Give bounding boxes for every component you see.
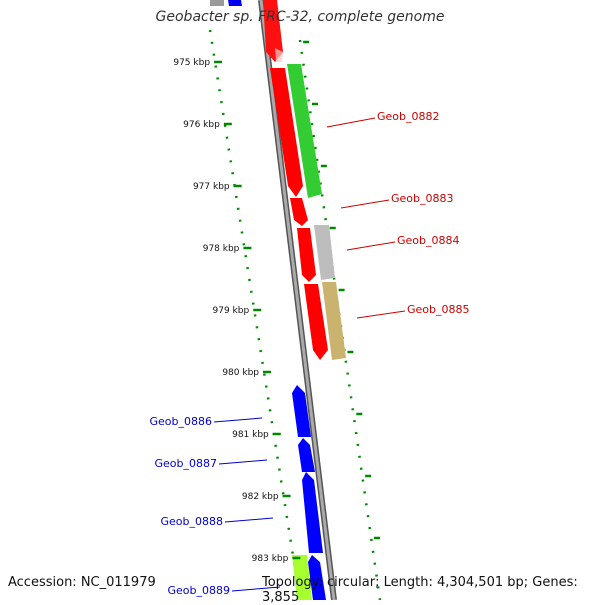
gene-label-leader — [346, 241, 396, 251]
gene-label-leader — [213, 417, 263, 423]
gene-feature-geob-0887[interactable] — [298, 438, 315, 472]
gene-feature[interactable] — [210, 0, 224, 6]
tick-label: 978 kbp — [203, 244, 240, 254]
gene-feature-geob-0889[interactable] — [308, 555, 326, 600]
gene-feature-geob-0884[interactable] — [297, 228, 316, 282]
gene-label-leader — [340, 199, 390, 209]
tick-label: 980 kbp — [222, 368, 259, 378]
tick-label: 979 kbp — [213, 306, 250, 316]
gene-label[interactable]: Geob_0888 — [161, 515, 224, 528]
gene-label-leader — [231, 586, 281, 592]
gene-feature-geob-0886[interactable] — [292, 385, 311, 437]
gene-label-leader — [218, 459, 268, 465]
gene-label-leader — [356, 310, 406, 319]
gene-label-leader — [326, 117, 376, 128]
gene-features — [210, 0, 346, 600]
gene-label[interactable]: Geob_0889 — [168, 584, 231, 597]
gene-label[interactable]: Geob_0886 — [150, 415, 213, 428]
gene-label[interactable]: Geob_0887 — [155, 457, 218, 470]
gene-label[interactable]: Geob_0884 — [397, 234, 460, 247]
gene-feature-geob-0882[interactable] — [270, 68, 303, 197]
gene-feature-geob-0883[interactable] — [290, 198, 308, 226]
gene-label-leader — [224, 517, 274, 523]
gene-feature-geob-0885-forward[interactable] — [322, 282, 346, 360]
gene-feature[interactable] — [263, 0, 283, 62]
gene-label[interactable]: Geob_0885 — [407, 303, 470, 316]
gene-feature-geob-0884-forward[interactable] — [314, 225, 335, 280]
tick-label: 976 kbp — [183, 120, 220, 130]
gene-labels: Geob_0882 Geob_0883 Geob_0884 Geob_0885 Geob… — [150, 110, 470, 597]
gene-feature-geob-0885[interactable] — [304, 284, 328, 360]
accession-label: Accession: NC_011979 — [8, 575, 156, 590]
page-title: Geobacter sp. FRC-32, complete genome — [155, 9, 445, 25]
scale-ticks: 975 kbp 976 kbp 977 kbp 978 kbp 979 kbp 980 k… — [173, 40, 380, 564]
gene-label[interactable]: Geob_0883 — [391, 192, 454, 205]
tick-label: 977 kbp — [193, 182, 230, 192]
tick-label: 975 kbp — [173, 58, 210, 68]
tick-label: 983 kbp — [252, 554, 289, 564]
genome-summary: Topology: circular; Length: 4,304,501 bp… — [262, 575, 578, 605]
gene-feature[interactable] — [275, 48, 283, 62]
genome-backbone-highlight — [259, 0, 336, 600]
tick-label: 981 kbp — [232, 430, 269, 440]
gene-feature[interactable] — [292, 555, 312, 600]
gene-label[interactable]: Geob_0882 — [377, 110, 440, 123]
gene-feature[interactable] — [228, 0, 242, 6]
gene-feature-geob-0888[interactable] — [302, 472, 323, 553]
gene-feature-geob-0882-forward[interactable] — [287, 64, 322, 198]
tick-label: 982 kbp — [242, 492, 279, 502]
